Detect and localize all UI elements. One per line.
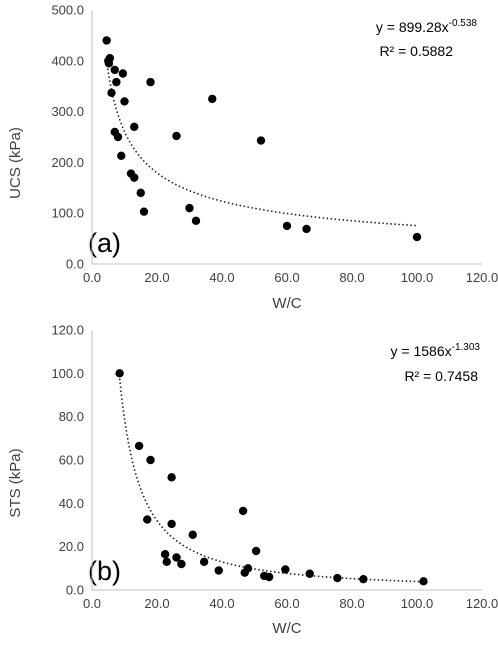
data-point <box>199 557 209 567</box>
y-tick-label: 20.0 <box>59 539 84 554</box>
data-point <box>238 506 248 516</box>
x-tick-label: 80.0 <box>339 270 364 285</box>
axes-a <box>91 10 482 265</box>
y-tick-label: 400.0 <box>51 53 84 68</box>
x-tick-label: 100.0 <box>401 596 434 611</box>
y-tick-label: 100.0 <box>51 206 84 221</box>
data-point <box>256 136 266 145</box>
data-point <box>412 232 422 242</box>
data-point <box>136 188 145 198</box>
x-tick-label: 80.0 <box>339 596 364 611</box>
x-tick-label: 20.0 <box>144 270 169 285</box>
data-point <box>120 97 129 106</box>
x-tick-label: 120.0 <box>466 270 498 285</box>
trendline-equation-a: y = 899.28x-0.538 R² = 0.5882 <box>376 18 478 59</box>
data-point <box>110 65 119 75</box>
data-point <box>333 573 342 583</box>
x-tick-label: 0.0 <box>83 270 101 285</box>
data-point <box>243 564 253 573</box>
data-point <box>419 577 428 586</box>
data-point <box>172 131 181 141</box>
y-tick-label: 300.0 <box>51 104 84 119</box>
data-point <box>302 224 311 234</box>
x-tick-label: 40.0 <box>209 596 234 611</box>
equation-text-a: y = 899.28x <box>376 19 449 35</box>
data-point <box>167 473 176 482</box>
data-point <box>281 565 290 574</box>
data-point <box>359 574 368 584</box>
panel-label-a: (a) <box>88 228 121 258</box>
data-point <box>160 550 170 559</box>
axis-ticks-b: 0.0 20.0 40.0 60.0 80.0 100.0 120.0 0.0 20.0 40.0… <box>51 323 498 612</box>
data-point <box>208 94 217 104</box>
data-point <box>162 557 171 567</box>
data-point <box>134 441 144 451</box>
data-point <box>177 559 186 569</box>
y-tick-label: 120.0 <box>51 323 84 338</box>
data-point <box>130 173 139 182</box>
data-point <box>112 77 121 87</box>
y-axis-label-b: STS (kPa) <box>7 448 24 517</box>
data-point <box>188 530 197 539</box>
x-axis-label-a: W/C <box>272 295 301 312</box>
axis-ticks-a: 0.0 20.0 40.0 60.0 80.0 100.0 120.0 0.0 100.0 200… <box>51 3 498 286</box>
r-squared-a: R² = 0.5882 <box>379 43 453 59</box>
y-tick-label: 0.0 <box>66 257 84 272</box>
r-squared-b: R² = 0.7458 <box>404 368 478 384</box>
data-point <box>172 553 181 562</box>
x-tick-label: 120.0 <box>466 596 498 611</box>
data-point <box>118 69 128 78</box>
y-tick-label: 80.0 <box>59 409 84 424</box>
data-point <box>146 77 155 87</box>
x-tick-label: 60.0 <box>274 596 299 611</box>
y-tick-label: 40.0 <box>59 496 84 511</box>
trendline-equation-b: y = 1586x-1.303 R² = 0.7458 <box>391 342 481 384</box>
data-point <box>143 515 152 524</box>
y-tick-label: 500.0 <box>51 3 84 18</box>
equation-text-b: y = 1586x <box>391 343 452 359</box>
y-tick-label: 200.0 <box>51 155 84 170</box>
trendline-a <box>105 60 418 227</box>
equation-exponent-b: -1.303 <box>452 342 481 353</box>
svg-text:y = 1586x-1.303: y = 1586x-1.303 <box>391 342 481 359</box>
data-point <box>139 207 149 216</box>
y-tick-label: 0.0 <box>66 583 84 598</box>
data-points-a <box>102 36 422 242</box>
data-point <box>264 572 274 582</box>
data-point <box>105 54 115 63</box>
data-point <box>282 221 292 231</box>
y-tick-label: 100.0 <box>51 366 84 381</box>
data-points-b <box>115 369 428 586</box>
data-point <box>107 88 116 98</box>
x-tick-label: 40.0 <box>209 270 234 285</box>
data-point <box>167 519 176 529</box>
trendline-b <box>118 378 424 583</box>
x-tick-label: 100.0 <box>401 270 434 285</box>
chart-panel-b: STS (kPa) W/C (b) y = 1586x-1.303 R² = 0… <box>7 323 498 638</box>
data-point <box>130 122 139 132</box>
data-point <box>214 566 223 575</box>
x-tick-label: 20.0 <box>144 596 169 611</box>
x-axis-label-b: W/C <box>272 620 301 637</box>
axes-b <box>91 330 482 591</box>
data-point <box>185 203 194 213</box>
panel-label-b: (b) <box>88 556 121 586</box>
x-tick-label: 0.0 <box>83 596 101 611</box>
equation-exponent-a: -0.538 <box>449 18 478 29</box>
data-point <box>305 569 314 578</box>
data-point <box>251 546 261 556</box>
chart-panel-a: UCS (kPa) W/C (a) y = 899.28x-0.538 R² =… <box>7 3 498 313</box>
x-tick-label: 60.0 <box>274 270 299 285</box>
svg-text:y = 899.28x-0.538: y = 899.28x-0.538 <box>376 18 478 35</box>
data-point <box>115 369 124 378</box>
data-point <box>191 216 201 226</box>
data-point <box>146 455 155 465</box>
data-point <box>117 151 126 160</box>
y-tick-label: 60.0 <box>59 453 84 468</box>
data-point <box>102 36 111 45</box>
data-point <box>113 132 123 142</box>
y-axis-label-a: UCS (kPa) <box>7 127 24 199</box>
